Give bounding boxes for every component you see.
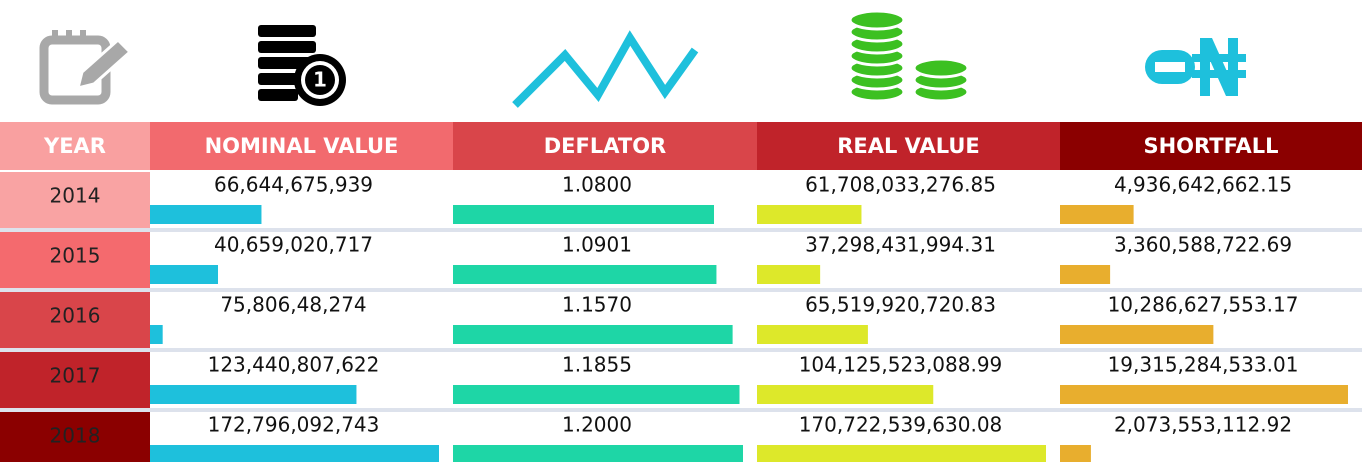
value-bar bbox=[1060, 265, 1111, 284]
cell-value: 172,796,092,743 bbox=[208, 413, 380, 437]
icon-green-coins bbox=[848, 9, 970, 103]
header-cell bbox=[453, 122, 757, 170]
value-bar bbox=[757, 205, 862, 224]
value-bar bbox=[453, 325, 733, 344]
value-bar bbox=[757, 445, 1046, 462]
icon-notepad bbox=[39, 30, 133, 105]
header-label: YEAR bbox=[43, 134, 106, 158]
value-bar bbox=[150, 205, 262, 224]
value-bar bbox=[1060, 205, 1134, 224]
cell-value: 170,722,539,630.08 bbox=[799, 413, 1003, 437]
cell-value: 65,519,920,720.83 bbox=[805, 293, 996, 317]
row-separator bbox=[0, 228, 1362, 232]
header-label: NOMINAL VALUE bbox=[205, 134, 399, 158]
value-bar bbox=[453, 445, 743, 462]
cell-value: 123,440,807,622 bbox=[208, 353, 380, 377]
icon-zigzag bbox=[512, 30, 699, 108]
row-separator bbox=[0, 348, 1362, 352]
cell-value: 75,806,48,274 bbox=[220, 293, 366, 317]
year-label: 2014 bbox=[50, 184, 101, 208]
year-label: 2018 bbox=[50, 424, 101, 448]
year-cell bbox=[0, 232, 150, 288]
value-bar bbox=[1060, 445, 1091, 462]
value-bar bbox=[1060, 325, 1214, 344]
row-separator bbox=[0, 408, 1362, 412]
header-cell bbox=[757, 122, 1060, 170]
value-bar bbox=[453, 265, 717, 284]
cell-value: 104,125,523,088.99 bbox=[799, 353, 1003, 377]
year-cell bbox=[0, 412, 150, 462]
year-cell bbox=[0, 292, 150, 348]
year-cell bbox=[0, 172, 150, 228]
cell-value: 1.1570 bbox=[562, 293, 632, 317]
cell-value: 1.0901 bbox=[562, 233, 632, 257]
row-separator bbox=[0, 288, 1362, 292]
cell-value: 1.0800 bbox=[562, 173, 632, 197]
cell-value: 61,708,033,276.85 bbox=[805, 173, 996, 197]
header-cell bbox=[0, 122, 150, 170]
header-cell bbox=[150, 122, 453, 170]
value-bar bbox=[757, 385, 934, 404]
cell-value: 10,286,627,553.17 bbox=[1108, 293, 1299, 317]
cell-value: 1.2000 bbox=[562, 413, 632, 437]
value-bar bbox=[150, 325, 163, 344]
cell-value: 66,644,675,939 bbox=[214, 173, 373, 197]
svg-text:1: 1 bbox=[313, 68, 327, 92]
header-label: DEFLATOR bbox=[544, 134, 666, 158]
year-label: 2017 bbox=[50, 364, 101, 388]
year-cell bbox=[0, 352, 150, 408]
value-bar bbox=[150, 385, 357, 404]
value-bar bbox=[1060, 385, 1348, 404]
header-label: REAL VALUE bbox=[837, 134, 980, 158]
icon-naira bbox=[1145, 38, 1246, 96]
value-bar bbox=[453, 205, 714, 224]
year-label: 2015 bbox=[50, 244, 101, 268]
value-bar bbox=[757, 325, 868, 344]
cell-value: 37,298,431,994.31 bbox=[805, 233, 996, 257]
cell-value: 1.1855 bbox=[562, 353, 632, 377]
year-label: 2016 bbox=[50, 304, 101, 328]
value-bar bbox=[150, 265, 219, 284]
cell-value: 4,936,642,662.15 bbox=[1114, 173, 1292, 197]
value-bar bbox=[453, 385, 740, 404]
value-bar bbox=[150, 445, 439, 462]
cell-value: 2,073,553,112.92 bbox=[1114, 413, 1292, 437]
cell-value: 40,659,020,717 bbox=[214, 233, 373, 257]
header-cell bbox=[1060, 122, 1362, 170]
icon-coins-one: 1 bbox=[258, 25, 346, 106]
cell-value: 19,315,284,533.01 bbox=[1108, 353, 1299, 377]
value-bar bbox=[757, 265, 821, 284]
header-label: SHORTFALL bbox=[1143, 134, 1278, 158]
cell-value: 3,360,588,722.69 bbox=[1114, 233, 1292, 257]
